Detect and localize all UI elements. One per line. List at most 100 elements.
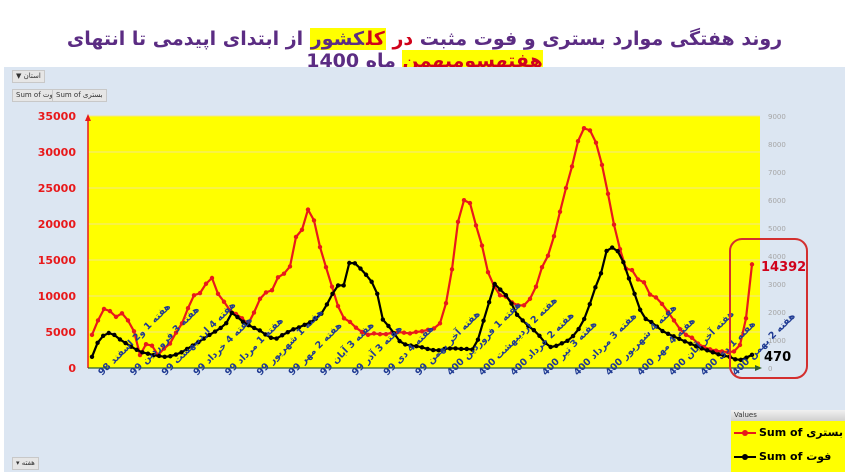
data-point [473, 223, 479, 228]
data-point [744, 355, 749, 360]
data-point [299, 227, 305, 232]
data-point [659, 301, 665, 307]
data-point [437, 321, 443, 326]
data-point [527, 296, 533, 302]
field-button-hospitalized[interactable]: Sum of بستری [52, 89, 107, 102]
week-axis-field-button[interactable]: ▾ هفته [12, 457, 39, 470]
data-point [341, 316, 347, 321]
data-point [515, 303, 521, 308]
data-point [414, 343, 419, 349]
data-point [179, 350, 184, 355]
data-point [688, 341, 693, 346]
data-point [467, 200, 473, 206]
right-y-tick-label: 7000 [768, 169, 786, 177]
title-text-4: کشور [309, 28, 366, 50]
data-point [665, 331, 671, 337]
left-y-axis: 0 5000 10000 15000 20000 25000 30000 35000 [38, 110, 77, 375]
data-point [626, 276, 632, 281]
right-y-tick-label: 0 [768, 365, 772, 373]
data-point [156, 353, 162, 359]
data-point [671, 334, 676, 339]
data-point [313, 316, 318, 321]
data-point [128, 344, 134, 349]
data-point [461, 198, 467, 203]
data-point [643, 316, 648, 322]
data-point [563, 185, 569, 191]
data-point [629, 267, 635, 273]
data-point [548, 344, 553, 350]
title-text-6: هفته [495, 50, 543, 72]
field-button-deaths[interactable]: Sum of فوت [12, 89, 61, 102]
legend-red-line-icon [734, 429, 756, 436]
data-point [615, 249, 620, 254]
left-y-tick-label: 30000 [38, 146, 77, 159]
data-point [179, 321, 185, 326]
data-point [285, 329, 290, 335]
data-point [386, 323, 391, 329]
data-point [287, 264, 293, 269]
data-point [252, 325, 257, 331]
data-point [565, 338, 570, 344]
data-point [689, 335, 695, 340]
data-point [173, 352, 179, 357]
data-point [191, 293, 197, 298]
data-point [401, 330, 407, 335]
data-point [447, 346, 453, 351]
left-y-tick-label: 25000 [38, 182, 77, 195]
data-point [143, 342, 149, 347]
data-point [323, 265, 329, 270]
legend-label-hospitalized: Sum of بستری [759, 426, 843, 439]
data-point [693, 343, 699, 349]
legend-title: Values [731, 410, 845, 421]
data-point [521, 303, 527, 308]
data-point [391, 331, 397, 336]
data-point [207, 332, 212, 338]
legend-item-hospitalized[interactable]: Sum of بستری [734, 426, 843, 439]
last-deaths-annotation: 470 [764, 350, 791, 365]
data-point [425, 327, 431, 333]
title-text-8: بهمن [402, 50, 453, 72]
legend-item-deaths[interactable]: Sum of فوت [734, 450, 831, 463]
data-point [161, 346, 167, 351]
data-point [749, 262, 755, 267]
data-point [107, 308, 113, 314]
data-point [593, 285, 598, 290]
right-y-tick-label: 5000 [768, 225, 786, 233]
data-point [604, 248, 609, 254]
data-point [637, 307, 643, 312]
data-point [559, 341, 565, 346]
data-point [509, 301, 514, 306]
data-point [593, 140, 599, 145]
data-point [95, 318, 101, 323]
data-point [167, 341, 173, 346]
data-point [551, 234, 557, 239]
province-filter-button[interactable]: ▼ استان [12, 70, 45, 83]
data-point [263, 332, 268, 337]
data-point [609, 245, 615, 250]
data-point [305, 207, 311, 212]
plot-area [88, 116, 760, 368]
last-hospitalized-annotation: 14392 [761, 260, 806, 275]
title-text-3: کل [365, 28, 386, 50]
title-text-9: ماه 1400 [306, 50, 396, 72]
left-axis-arrow-icon [85, 114, 91, 121]
data-point [268, 335, 274, 340]
data-point [112, 332, 117, 338]
data-point [218, 325, 223, 331]
data-point [263, 290, 269, 295]
data-point [347, 260, 352, 266]
data-point [587, 128, 593, 133]
data-point [413, 329, 419, 335]
data-point [737, 342, 743, 348]
data-point [545, 253, 551, 258]
data-point [475, 337, 481, 342]
data-point [587, 301, 592, 307]
data-point [598, 271, 604, 276]
data-point [369, 279, 374, 284]
data-point [537, 333, 542, 338]
gridlines [88, 115, 760, 333]
data-point [576, 326, 581, 332]
data-point [605, 191, 611, 196]
data-point [677, 336, 682, 342]
data-point [719, 349, 725, 354]
